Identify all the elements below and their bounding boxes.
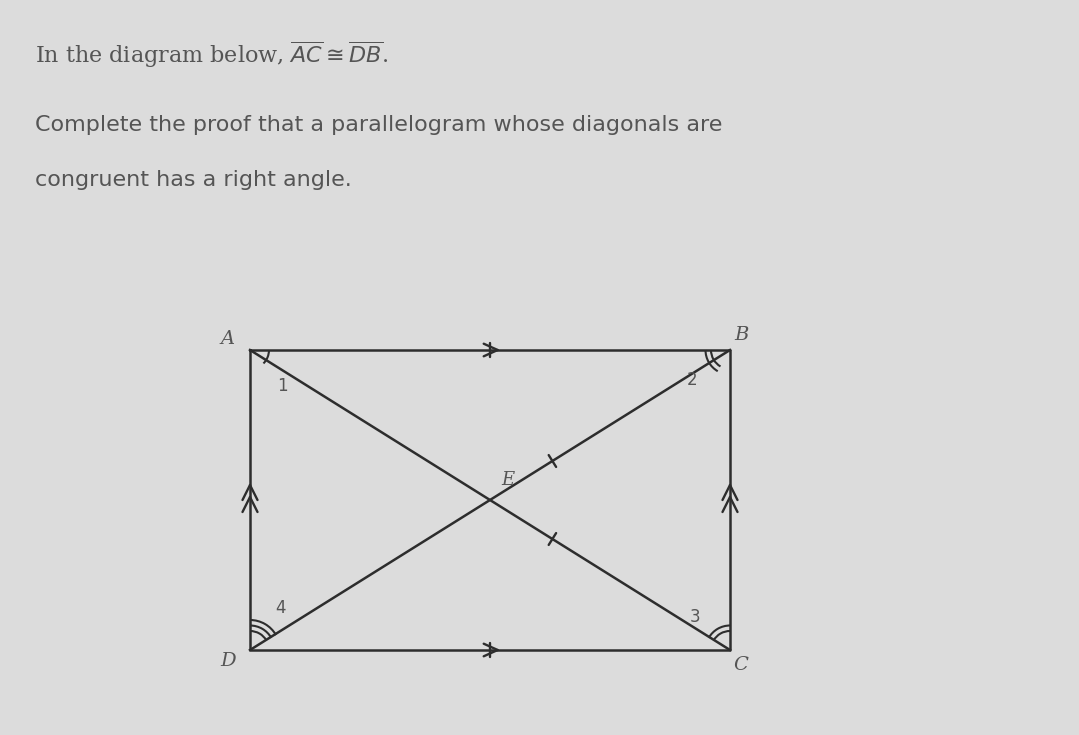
Text: 2: 2 <box>686 371 697 389</box>
Text: C: C <box>734 656 749 675</box>
Text: In the diagram below, $\overline{AC} \cong \overline{DB}$.: In the diagram below, $\overline{AC} \co… <box>35 40 388 71</box>
Text: A: A <box>221 330 235 348</box>
Text: congruent has a right angle.: congruent has a right angle. <box>35 170 352 190</box>
Text: Complete the proof that a parallelogram whose diagonals are: Complete the proof that a parallelogram … <box>35 115 722 135</box>
Text: 1: 1 <box>276 377 287 395</box>
Text: 3: 3 <box>689 608 700 626</box>
Text: 4: 4 <box>275 599 285 617</box>
Text: D: D <box>220 652 236 670</box>
Text: E: E <box>502 471 515 489</box>
Text: B: B <box>734 326 748 343</box>
